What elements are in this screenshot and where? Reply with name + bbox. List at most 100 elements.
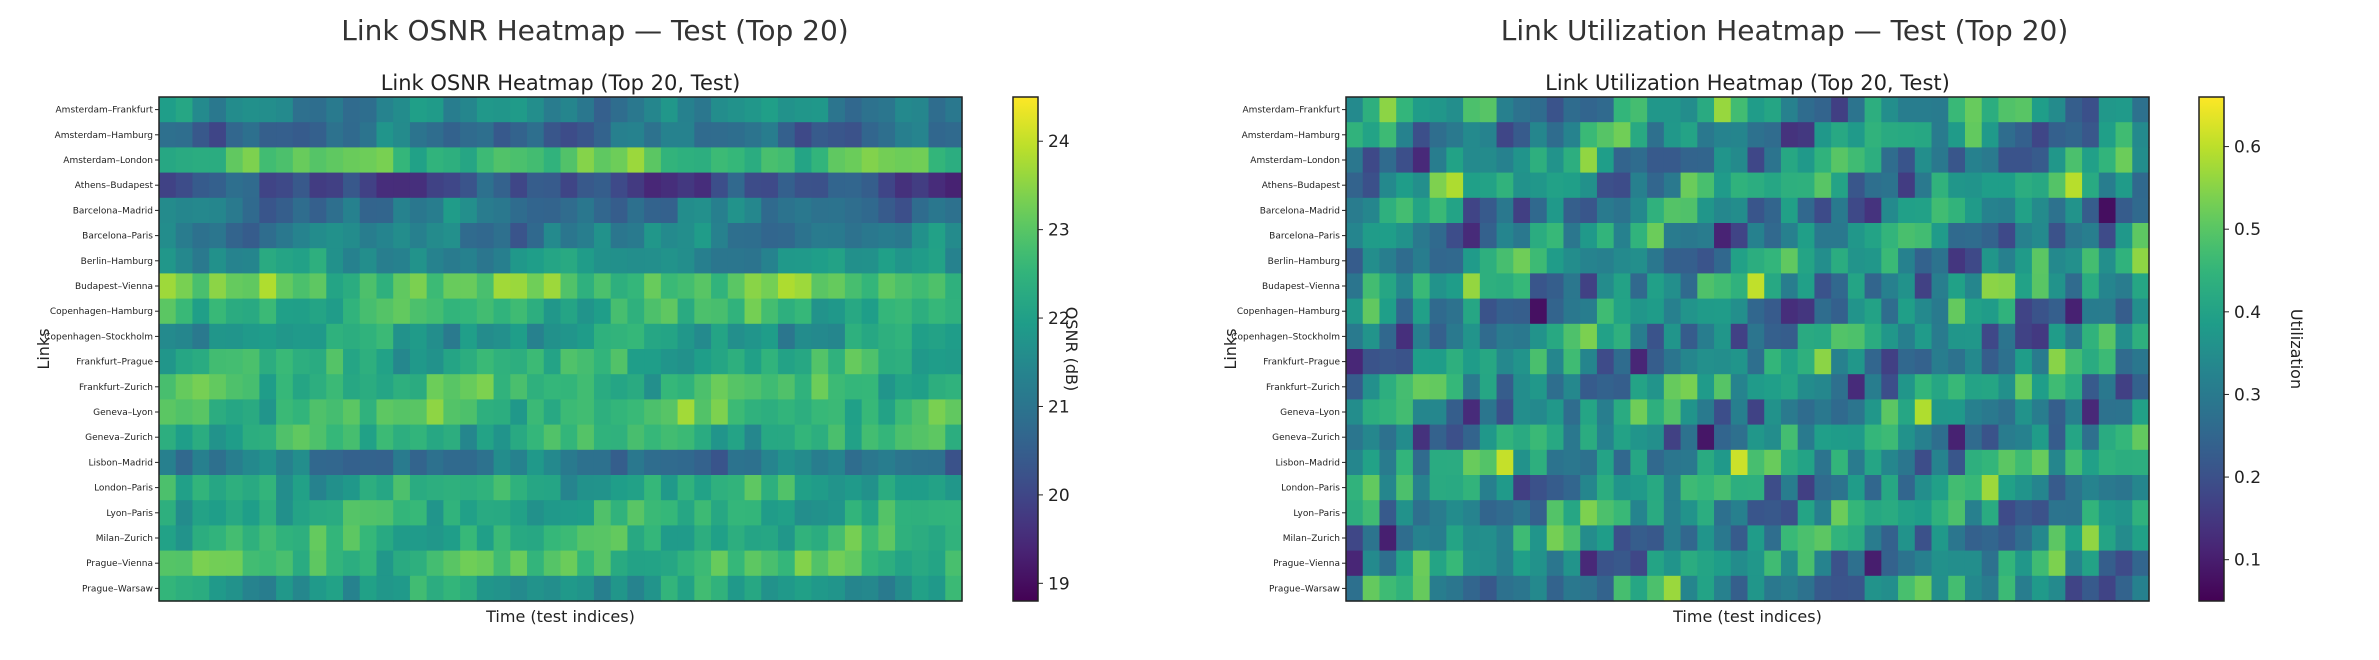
heatmap-cell: [159, 575, 177, 602]
heatmap-cell: [1346, 172, 1364, 199]
heatmap-cell: [1764, 550, 1782, 577]
heatmap-cell: [309, 500, 327, 526]
heatmap-cell: [1714, 475, 1732, 501]
heatmap-cell: [460, 525, 478, 552]
heatmap-cell: [560, 550, 578, 577]
heatmap-cell: [577, 525, 595, 552]
heatmap-cell: [1546, 248, 1565, 274]
heatmap-cell: [1463, 122, 1481, 148]
heatmap-cell: [744, 122, 762, 148]
heatmap-cell: [426, 147, 444, 174]
heatmap-cell: [175, 273, 194, 300]
heatmap-cell: [1513, 500, 1531, 526]
heatmap-cell: [493, 97, 511, 123]
heatmap-cell: [1596, 349, 1615, 375]
heatmap-cell: [1463, 97, 1481, 123]
heatmap-cell: [711, 298, 729, 325]
heatmap-cell: [828, 273, 846, 300]
heatmap-cell: [1747, 550, 1765, 577]
heatmap-cell: [1964, 575, 1983, 602]
heatmap-cell: [1530, 147, 1548, 174]
heatmap-cell: [677, 122, 695, 148]
heatmap-cell: [1479, 550, 1498, 577]
heatmap-cell: [1580, 424, 1598, 451]
heatmap-cell: [744, 248, 762, 274]
heatmap-cell: [1964, 399, 1983, 426]
heatmap-cell: [1546, 475, 1565, 501]
heatmap-cell: [1898, 500, 1916, 526]
heatmap-cell: [727, 500, 746, 526]
heatmap-cell: [1714, 298, 1732, 325]
heatmap-cell: [2031, 197, 2050, 224]
heatmap-cell: [2015, 399, 2033, 426]
heatmap-cell: [1831, 122, 1849, 148]
heatmap-cell: [1881, 399, 1899, 426]
heatmap-cell: [677, 273, 695, 300]
heatmap-cell: [1412, 223, 1431, 249]
heatmap-cell: [2082, 349, 2100, 375]
heatmap-cell: [2048, 323, 2066, 350]
heatmap-cell: [1847, 122, 1866, 148]
heatmap-cell: [1647, 122, 1665, 148]
heatmap-cell: [861, 298, 879, 325]
heatmap-cell: [2115, 298, 2133, 325]
heatmap-cell: [1596, 223, 1615, 249]
heatmap-cell: [644, 273, 662, 300]
heatmap-cell: [1412, 172, 1431, 199]
heatmap-cell: [175, 172, 194, 199]
heatmap-cell: [1914, 349, 1933, 375]
heatmap-cell: [359, 550, 378, 577]
heatmap-cell: [1797, 374, 1816, 400]
heatmap-cell: [309, 273, 327, 300]
heatmap-cell: [510, 147, 528, 174]
heatmap-cell: [510, 424, 528, 451]
heatmap-cell: [1496, 449, 1514, 476]
heatmap-cell: [159, 197, 177, 224]
heatmap-cell: [2065, 223, 2083, 249]
heatmap-cell: [1563, 449, 1581, 476]
heatmap-cell: [1747, 197, 1765, 224]
heatmap-cell: [1998, 550, 2016, 577]
heatmap-cell: [309, 298, 327, 325]
heatmap-cell: [1730, 172, 1749, 199]
heatmap-cell: [527, 349, 545, 375]
heatmap-cell: [426, 424, 444, 451]
heatmap-cell: [1864, 273, 1882, 300]
heatmap-cell: [510, 475, 528, 501]
heatmap-cell: [393, 248, 411, 274]
heatmap-cell: [828, 248, 846, 274]
heatmap-cell: [1412, 475, 1431, 501]
heatmap-cell: [2031, 122, 2050, 148]
heatmap-cell: [1429, 97, 1447, 123]
heatmap-cell: [2098, 248, 2117, 274]
heatmap-cell: [1898, 349, 1916, 375]
heatmap-cell: [577, 197, 595, 224]
heatmap-cell: [2015, 500, 2033, 526]
heatmap-cell: [1931, 147, 1949, 174]
heatmap-cell: [1663, 475, 1682, 501]
heatmap-cell: [510, 349, 528, 375]
heatmap-cell: [1914, 97, 1933, 123]
heatmap-cell: [2082, 97, 2100, 123]
heatmap-cell: [1714, 525, 1732, 552]
heatmap-cell: [326, 500, 344, 526]
heatmap-cell: [1396, 273, 1414, 300]
heatmap-cell: [276, 248, 294, 274]
heatmap-cell: [493, 223, 511, 249]
heatmap-cell: [443, 550, 461, 577]
colorbar-tick-label: 0.6: [2234, 138, 2261, 158]
heatmap-cell: [727, 323, 746, 350]
heatmap-cell: [1948, 97, 1966, 123]
heatmap-cell: [744, 273, 762, 300]
heatmap-cell: [1864, 475, 1882, 501]
colorbar-tick-label: 0.3: [2234, 385, 2261, 405]
heatmap-cell: [225, 550, 244, 577]
heatmap-cell: [1881, 248, 1899, 274]
y-tick-label-milan-zurich: Milan–Zurich: [96, 534, 153, 544]
heatmap-cell: [861, 248, 879, 274]
heatmap-cell: [1479, 525, 1498, 552]
heatmap-cell: [911, 475, 930, 501]
heatmap-cell: [811, 525, 829, 552]
heatmap-cell: [309, 374, 327, 400]
heatmap-cell: [1697, 424, 1715, 451]
